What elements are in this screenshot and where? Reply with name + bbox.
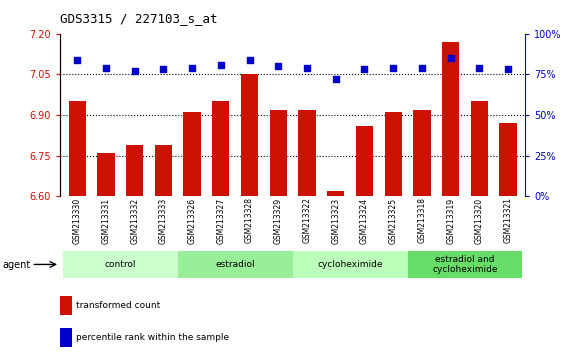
- Point: [475, 65, 484, 71]
- Text: percentile rank within the sample: percentile rank within the sample: [77, 333, 230, 342]
- Point: [216, 62, 226, 67]
- Text: GSM213326: GSM213326: [188, 198, 196, 244]
- Point: [101, 65, 110, 71]
- Bar: [471, 102, 488, 196]
- Bar: [327, 191, 344, 196]
- Point: [331, 76, 340, 82]
- Bar: [97, 153, 115, 196]
- Bar: [212, 102, 230, 196]
- Text: GSM213333: GSM213333: [159, 198, 168, 244]
- Bar: [178, 251, 292, 278]
- Text: GSM213324: GSM213324: [360, 198, 369, 244]
- Text: GSM213331: GSM213331: [102, 198, 110, 244]
- Bar: [413, 110, 431, 196]
- Bar: [292, 251, 408, 278]
- Text: GSM213330: GSM213330: [73, 198, 82, 244]
- Text: GSM213332: GSM213332: [130, 198, 139, 244]
- Bar: [384, 112, 402, 196]
- Point: [417, 65, 427, 71]
- Text: control: control: [104, 260, 136, 269]
- Text: transformed count: transformed count: [77, 301, 160, 310]
- Text: GSM213318: GSM213318: [417, 198, 427, 244]
- Point: [187, 65, 196, 71]
- Bar: [183, 112, 201, 196]
- Point: [274, 63, 283, 69]
- Point: [73, 57, 82, 63]
- Text: GSM213319: GSM213319: [446, 198, 455, 244]
- Bar: [270, 110, 287, 196]
- Point: [303, 65, 312, 71]
- Bar: [299, 110, 316, 196]
- Bar: [155, 145, 172, 196]
- Text: GSM213320: GSM213320: [475, 198, 484, 244]
- Text: GSM213328: GSM213328: [245, 198, 254, 244]
- Text: estradiol and
cycloheximide: estradiol and cycloheximide: [432, 255, 498, 274]
- Text: agent: agent: [3, 260, 31, 270]
- Bar: [126, 145, 143, 196]
- Point: [504, 67, 513, 72]
- Point: [159, 67, 168, 72]
- Text: GDS3315 / 227103_s_at: GDS3315 / 227103_s_at: [60, 12, 218, 25]
- Point: [446, 55, 455, 61]
- Text: GSM213323: GSM213323: [331, 198, 340, 244]
- Text: GSM213321: GSM213321: [504, 198, 513, 244]
- Bar: [69, 102, 86, 196]
- Bar: [442, 42, 459, 196]
- Point: [389, 65, 398, 71]
- Text: cycloheximide: cycloheximide: [317, 260, 383, 269]
- Bar: [241, 74, 258, 196]
- Text: GSM213322: GSM213322: [303, 198, 312, 244]
- Bar: [60, 296, 71, 315]
- Text: estradiol: estradiol: [215, 260, 255, 269]
- Bar: [408, 251, 522, 278]
- Bar: [60, 328, 71, 347]
- Bar: [500, 123, 517, 196]
- Point: [245, 57, 254, 63]
- Bar: [63, 251, 178, 278]
- Text: GSM213327: GSM213327: [216, 198, 226, 244]
- Point: [360, 67, 369, 72]
- Bar: [356, 126, 373, 196]
- Point: [130, 68, 139, 74]
- Text: GSM213329: GSM213329: [274, 198, 283, 244]
- Text: GSM213325: GSM213325: [389, 198, 397, 244]
